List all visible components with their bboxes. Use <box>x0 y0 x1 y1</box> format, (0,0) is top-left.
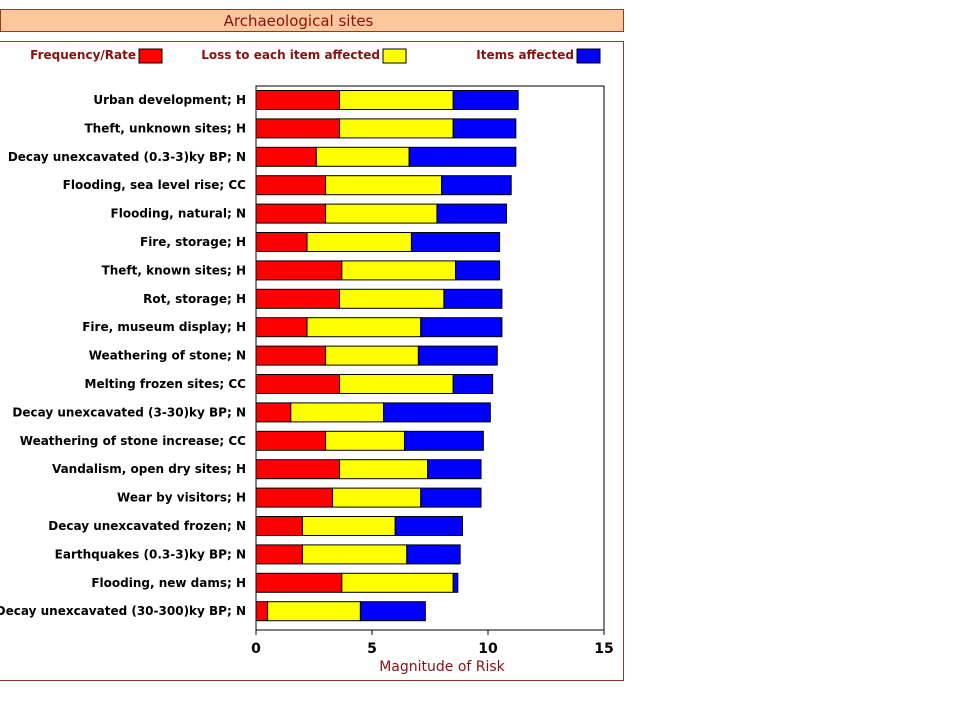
category-label-wear-by-visitors-h: Wear by visitors; H <box>117 491 246 505</box>
bar-earthquakes-0-3-3-ky-bp-n-items-affected <box>406 544 461 565</box>
legend-swatch-frequency-rate <box>138 48 163 64</box>
bar-theft-unknown-sites-h-frequency-rate <box>255 118 341 139</box>
bar-fire-museum-display-h-loss-to-each-item-affected <box>306 317 422 338</box>
bar-weathering-of-stone-n-loss-to-each-item-affected <box>325 345 419 366</box>
bar-weathering-of-stone-increase-cc-loss-to-each-item-affected <box>325 430 405 451</box>
bar-decay-unexcavated-3-30-ky-bp-n-frequency-rate <box>255 402 292 423</box>
bar-weathering-of-stone-increase-cc-items-affected <box>403 430 484 451</box>
chart-panel: Frequency/Rate Loss to each item affected… <box>0 41 624 681</box>
category-label-earthquakes-0-3-3-ky-bp-n: Earthquakes (0.3-3)ky BP; N <box>55 547 246 561</box>
x-tick-label-5: 5 <box>367 641 377 657</box>
bar-theft-known-sites-h-frequency-rate <box>255 260 343 281</box>
bars <box>255 90 519 622</box>
bar-theft-known-sites-h-loss-to-each-item-affected <box>341 260 457 281</box>
bar-decay-unexcavated-30-300-ky-bp-n-loss-to-each-item-affected <box>267 601 361 622</box>
bar-weathering-of-stone-n-items-affected <box>417 345 498 366</box>
category-label-fire-museum-display-h: Fire, museum display; H <box>82 320 246 334</box>
legend-label-loss-to-each-item-affected: Loss to each item affected <box>201 48 380 62</box>
bar-urban-development-h-loss-to-each-item-affected <box>339 90 454 110</box>
legend-label-items-affected: Items affected <box>476 48 574 62</box>
bar-decay-unexcavated-frozen-n-items-affected <box>394 516 463 536</box>
bar-flooding-new-dams-h-frequency-rate <box>255 572 343 593</box>
bar-decay-unexcavated-frozen-n-loss-to-each-item-affected <box>301 516 396 536</box>
category-label-rot-storage-h: Rot, storage; H <box>143 292 246 306</box>
category-label-decay-unexcavated-30-300-ky-bp-n: Decay unexcavated (30-300)ky BP; N <box>0 604 246 618</box>
bar-decay-unexcavated-0-3-3-ky-bp-n-items-affected <box>408 146 517 167</box>
bar-fire-museum-display-h-frequency-rate <box>255 317 308 338</box>
bar-vandalism-open-dry-sites-h-items-affected <box>427 459 482 480</box>
category-label-weathering-of-stone-increase-cc: Weathering of stone increase; CC <box>20 434 246 448</box>
category-label-weathering-of-stone-n: Weathering of stone; N <box>89 349 246 363</box>
bar-decay-unexcavated-frozen-n-frequency-rate <box>255 516 303 536</box>
bar-vandalism-open-dry-sites-h-loss-to-each-item-affected <box>339 459 429 480</box>
x-axis-ticks: 0 5 10 15 <box>251 630 614 657</box>
bar-rot-storage-h-items-affected <box>443 288 503 309</box>
legend-swatch-items-affected <box>576 48 601 64</box>
category-label-melting-frozen-sites-cc: Melting frozen sites; CC <box>85 377 247 391</box>
bar-decay-unexcavated-3-30-ky-bp-n-loss-to-each-item-affected <box>290 402 385 423</box>
legend-label-frequency-rate: Frequency/Rate <box>30 48 136 62</box>
chart-title: Archaeological sites <box>223 12 374 30</box>
bar-wear-by-visitors-h-frequency-rate <box>255 487 334 508</box>
x-tick-label-0: 0 <box>251 641 261 657</box>
bar-rot-storage-h-frequency-rate <box>255 288 341 309</box>
stacked-bar-chart: Frequency/Rate Loss to each item affected… <box>0 48 614 675</box>
category-label-decay-unexcavated-3-30-ky-bp-n: Decay unexcavated (3-30)ky BP; N <box>12 405 246 419</box>
bar-fire-storage-h-loss-to-each-item-affected <box>306 232 412 252</box>
bar-flooding-natural-n-loss-to-each-item-affected <box>325 203 438 224</box>
bar-melting-frozen-sites-cc-loss-to-each-item-affected <box>339 374 454 394</box>
bar-decay-unexcavated-30-300-ky-bp-n-items-affected <box>359 601 426 622</box>
bar-wear-by-visitors-h-loss-to-each-item-affected <box>332 487 422 508</box>
bar-urban-development-h-frequency-rate <box>255 90 341 110</box>
bar-decay-unexcavated-30-300-ky-bp-n-frequency-rate <box>255 601 269 622</box>
x-axis-label: Magnitude of Risk <box>379 659 505 675</box>
bar-flooding-natural-n-items-affected <box>436 203 508 224</box>
bar-theft-known-sites-h-items-affected <box>455 260 501 281</box>
category-label-vandalism-open-dry-sites-h: Vandalism, open dry sites; H <box>52 462 246 476</box>
category-label-theft-unknown-sites-h: Theft, unknown sites; H <box>84 121 246 135</box>
bar-theft-unknown-sites-h-items-affected <box>452 118 517 139</box>
bar-theft-unknown-sites-h-loss-to-each-item-affected <box>339 118 454 139</box>
category-labels: Urban development; H Theft, unknown sites… <box>0 93 246 618</box>
chart-title-bar: Archaeological sites <box>0 9 624 32</box>
bar-wear-by-visitors-h-items-affected <box>420 487 482 508</box>
category-label-flooding-sea-level-rise-cc: Flooding, sea level rise; CC <box>63 178 247 192</box>
legend: Frequency/Rate Loss to each item affected… <box>30 48 601 64</box>
bar-vandalism-open-dry-sites-h-frequency-rate <box>255 459 341 480</box>
bar-urban-development-h-items-affected <box>452 90 519 110</box>
bar-weathering-of-stone-increase-cc-frequency-rate <box>255 430 327 451</box>
category-label-fire-storage-h: Fire, storage; H <box>140 235 246 249</box>
bar-fire-storage-h-frequency-rate <box>255 232 308 252</box>
bar-flooding-sea-level-rise-cc-frequency-rate <box>255 175 327 196</box>
legend-swatch-loss-to-each-item-affected <box>382 48 407 64</box>
bar-fire-storage-h-items-affected <box>410 232 501 252</box>
category-label-theft-known-sites-h: Theft, known sites; H <box>102 263 246 277</box>
bar-fire-museum-display-h-items-affected <box>420 317 503 338</box>
bar-melting-frozen-sites-cc-items-affected <box>452 374 494 394</box>
category-label-flooding-new-dams-h: Flooding, new dams; H <box>91 576 246 590</box>
bar-flooding-new-dams-h-items-affected <box>452 572 459 593</box>
bar-flooding-sea-level-rise-cc-items-affected <box>441 175 512 196</box>
bar-decay-unexcavated-0-3-3-ky-bp-n-loss-to-each-item-affected <box>315 146 410 167</box>
bar-earthquakes-0-3-3-ky-bp-n-frequency-rate <box>255 544 303 565</box>
x-tick-label-15: 15 <box>594 641 613 657</box>
category-label-decay-unexcavated-0-3-3-ky-bp-n: Decay unexcavated (0.3-3)ky BP; N <box>8 150 246 164</box>
category-label-decay-unexcavated-frozen-n: Decay unexcavated frozen; N <box>48 519 246 533</box>
bar-flooding-new-dams-h-loss-to-each-item-affected <box>341 572 454 593</box>
bar-flooding-natural-n-frequency-rate <box>255 203 327 224</box>
bar-flooding-sea-level-rise-cc-loss-to-each-item-affected <box>325 175 443 196</box>
bar-decay-unexcavated-0-3-3-ky-bp-n-frequency-rate <box>255 146 317 167</box>
bar-earthquakes-0-3-3-ky-bp-n-loss-to-each-item-affected <box>301 544 408 565</box>
x-tick-label-10: 10 <box>478 641 498 657</box>
bar-weathering-of-stone-n-frequency-rate <box>255 345 327 366</box>
category-label-urban-development-h: Urban development; H <box>93 93 246 107</box>
bar-rot-storage-h-loss-to-each-item-affected <box>339 288 445 309</box>
bar-melting-frozen-sites-cc-frequency-rate <box>255 374 341 394</box>
category-label-flooding-natural-n: Flooding, natural; N <box>111 207 246 221</box>
bar-decay-unexcavated-3-30-ky-bp-n-items-affected <box>383 402 491 423</box>
